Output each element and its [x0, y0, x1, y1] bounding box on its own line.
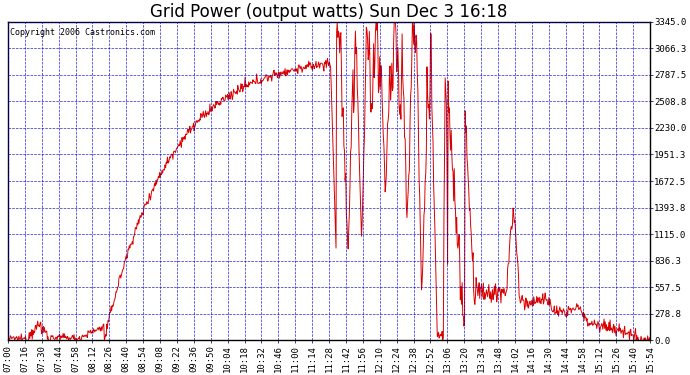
Text: Copyright 2006 Castronics.com: Copyright 2006 Castronics.com — [10, 28, 155, 37]
Title: Grid Power (output watts) Sun Dec 3 16:18: Grid Power (output watts) Sun Dec 3 16:1… — [150, 3, 508, 21]
